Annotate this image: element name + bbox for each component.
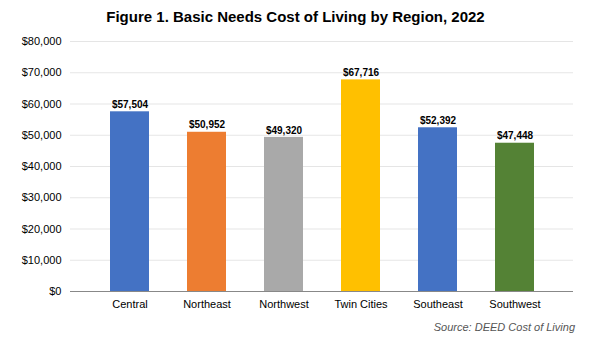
svg-text:$67,716: $67,716: [343, 67, 380, 78]
svg-text:Southeast: Southeast: [413, 298, 463, 310]
html-text:Figure 1. Basic Needs Cost of: Figure 1. Basic Needs Cost of Living by …: [106, 8, 485, 25]
svg-text:Northwest: Northwest: [259, 298, 309, 310]
svg-text:$57,504: $57,504: [112, 99, 149, 110]
svg-text:$10,000: $10,000: [22, 254, 62, 266]
svg-text:$40,000: $40,000: [22, 160, 62, 172]
svg-text:Northeast: Northeast: [183, 298, 231, 310]
html-text:Source: DEED Cost of Living: Source: DEED Cost of Living: [433, 321, 575, 333]
svg-text:$52,392: $52,392: [420, 115, 457, 126]
svg-text:Central: Central: [112, 298, 147, 310]
svg-text:$50,952: $50,952: [189, 119, 226, 130]
svg-text:$50,000: $50,000: [22, 129, 62, 141]
svg-text:$49,320: $49,320: [266, 125, 303, 136]
svg-text:$30,000: $30,000: [22, 191, 62, 203]
svg-text:$0: $0: [49, 285, 61, 297]
svg-text:$20,000: $20,000: [22, 223, 62, 235]
svg-text:$60,000: $60,000: [22, 98, 62, 110]
svg-text:Southwest: Southwest: [489, 298, 540, 310]
svg-text:$47,448: $47,448: [497, 130, 534, 141]
svg-text:Twin Cities: Twin Cities: [334, 298, 388, 310]
svg-text:$70,000: $70,000: [22, 66, 62, 78]
svg-text:$80,000: $80,000: [22, 35, 62, 47]
